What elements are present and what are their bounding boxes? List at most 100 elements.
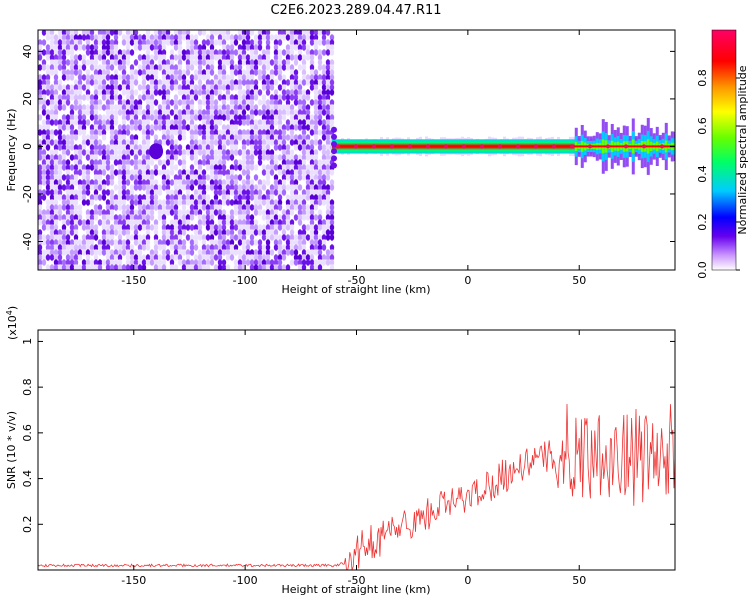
noise-cell	[45, 234, 51, 241]
noise-cell	[77, 34, 83, 41]
noise-cell	[185, 39, 191, 46]
noise-cell	[69, 39, 75, 46]
noise-cell	[117, 104, 123, 111]
noise-cell	[69, 139, 75, 146]
noise-cell	[309, 74, 315, 81]
noise-cell	[97, 219, 103, 226]
noise-cell	[169, 119, 175, 126]
noise-cell	[285, 249, 291, 256]
noise-cell	[201, 244, 207, 251]
noise-cell	[329, 79, 335, 86]
noise-cell	[189, 204, 195, 211]
noise-cell	[169, 234, 175, 241]
noise-cell	[117, 214, 123, 221]
noise-cell	[61, 234, 67, 241]
noise-cell	[173, 209, 179, 216]
noise-cell	[277, 74, 283, 81]
noise-cell	[41, 174, 47, 181]
noise-cell	[113, 109, 119, 116]
noise-cell	[221, 84, 227, 91]
noise-cell	[309, 39, 315, 46]
noise-cell	[149, 99, 155, 106]
noise-cell	[257, 39, 263, 46]
noise-cell	[209, 204, 215, 211]
noise-cell	[137, 259, 143, 266]
noise-cell	[233, 134, 239, 141]
noise-cell	[269, 209, 275, 216]
noise-cell	[61, 49, 67, 56]
noise-cell	[169, 209, 175, 216]
noise-cell	[133, 119, 139, 126]
noise-cell	[297, 184, 303, 191]
noise-cell	[145, 69, 151, 76]
noise-cell	[73, 149, 79, 156]
noise-cell	[257, 69, 263, 76]
noise-cell	[229, 129, 235, 136]
noise-cell	[237, 30, 243, 36]
noise-cell	[225, 254, 231, 261]
noise-cell	[253, 79, 259, 86]
noise-cell	[233, 164, 239, 171]
noise-cell	[317, 234, 323, 241]
noise-cell	[145, 49, 151, 56]
noise-cell	[189, 124, 195, 131]
noise-cell	[197, 249, 203, 256]
noise-cell	[289, 174, 295, 181]
noise-cell	[157, 244, 163, 251]
noise-cell	[161, 84, 167, 91]
noise-cell	[125, 254, 131, 261]
noise-cell	[121, 159, 127, 166]
noise-cell	[189, 149, 195, 156]
noise-cell	[313, 119, 319, 126]
noise-cell	[329, 249, 335, 256]
noise-cell	[161, 164, 167, 171]
noise-cell	[257, 239, 263, 246]
noise-cell	[281, 154, 287, 161]
noise-cell	[277, 119, 283, 126]
noise-cell	[245, 89, 251, 96]
noise-cell	[221, 164, 227, 171]
noise-cell	[81, 249, 87, 256]
noise-cell	[325, 184, 331, 191]
noise-cell	[185, 54, 191, 61]
noise-cell	[125, 139, 131, 146]
noise-cell	[141, 94, 147, 101]
noise-cell	[73, 154, 79, 161]
noise-cell	[265, 244, 271, 251]
noise-cell	[277, 144, 283, 151]
noise-cell	[117, 159, 123, 166]
noise-cell	[133, 174, 139, 181]
noise-cell	[153, 44, 159, 51]
noise-cell	[317, 224, 323, 231]
noise-cell	[129, 64, 135, 71]
noise-cell	[41, 164, 47, 171]
noise-cell	[273, 129, 279, 136]
noise-cell	[249, 234, 255, 241]
noise-cell	[161, 219, 167, 226]
noise-cell	[137, 94, 143, 101]
noise-cell	[169, 59, 175, 66]
noise-cell	[213, 54, 219, 61]
noise-cell	[153, 39, 159, 46]
noise-cell	[97, 169, 103, 176]
noise-cell	[225, 30, 231, 36]
noise-cell	[253, 164, 259, 171]
noise-cell	[249, 194, 255, 201]
noise-cell	[205, 64, 211, 71]
noise-cell	[73, 104, 79, 111]
noise-cell	[253, 64, 259, 71]
spectrogram-x-tick-label: -100	[233, 274, 258, 287]
noise-cell	[61, 119, 67, 126]
noise-cell	[49, 149, 55, 156]
noise-cell	[237, 234, 243, 241]
noise-cell	[257, 229, 263, 236]
noise-cell	[309, 224, 315, 231]
noise-cell	[109, 79, 115, 86]
noise-cell	[277, 99, 283, 106]
noise-cell	[157, 44, 163, 51]
noise-cell	[221, 214, 227, 221]
noise-cell	[73, 239, 79, 246]
noise-cell	[325, 119, 331, 126]
noise-cell	[189, 89, 195, 96]
noise-cell	[77, 144, 83, 151]
